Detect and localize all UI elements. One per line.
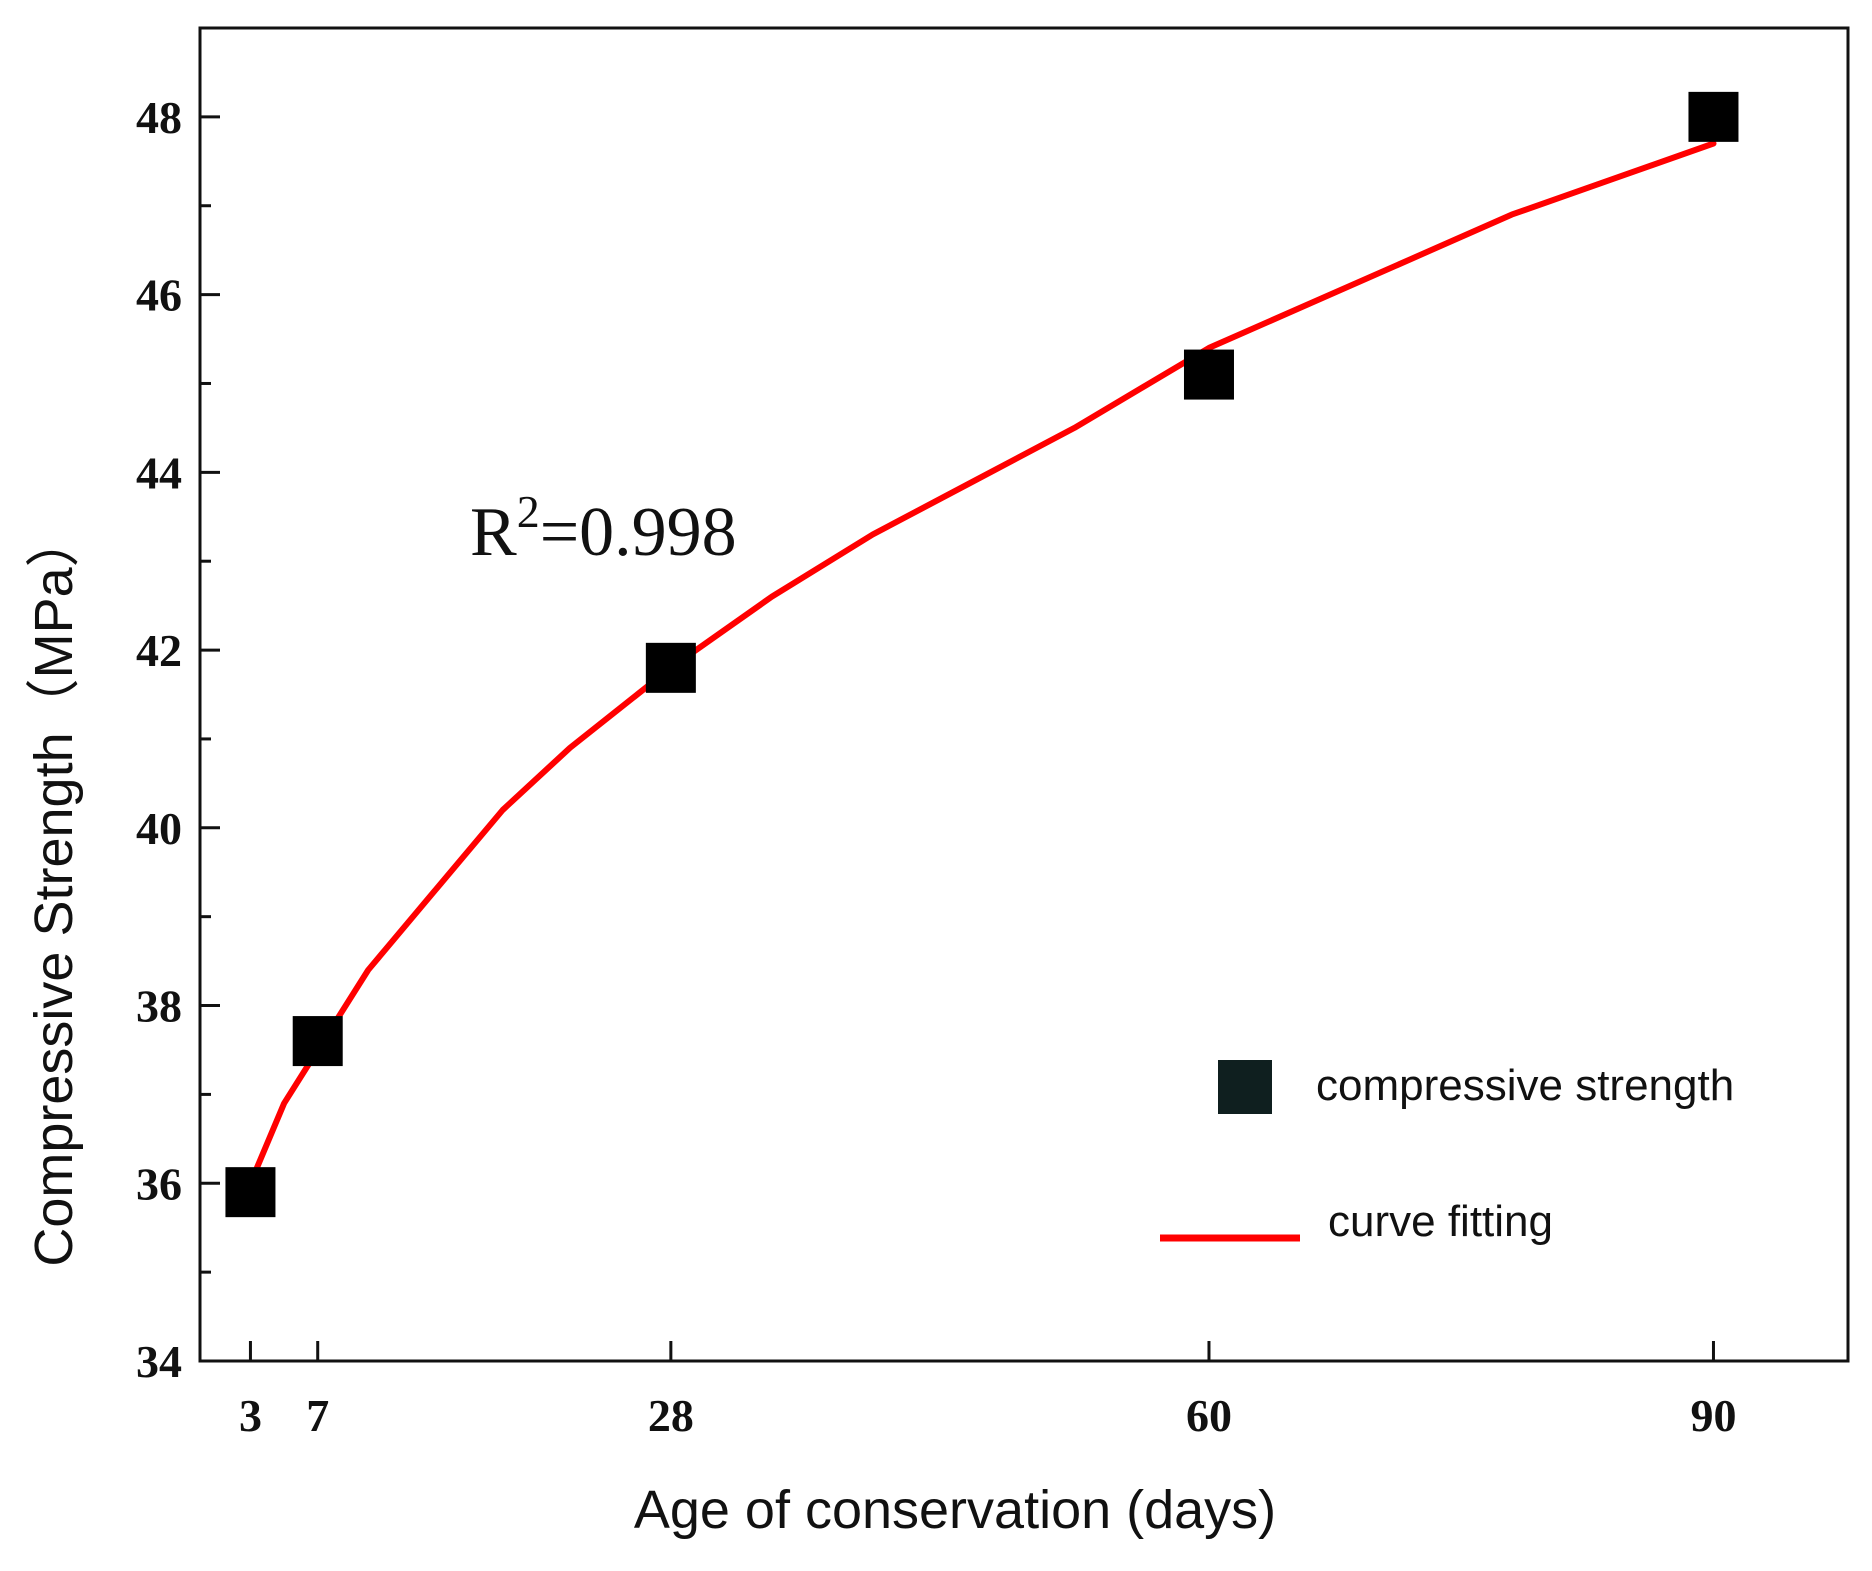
y-axis-ticks: 34 36 38 40 42 44 46 48	[136, 26, 220, 1387]
data-point-day-60	[1183, 349, 1234, 400]
y-tick-label-42: 42	[136, 625, 182, 676]
plot-frame	[198, 26, 1850, 1363]
y-tick-label-36: 36	[136, 1158, 182, 1209]
y-tick-label-40: 40	[136, 803, 182, 854]
y-tick-label-48: 48	[136, 92, 182, 143]
annotation-rest: =0.998	[540, 494, 737, 571]
y-tick-label-46: 46	[136, 270, 182, 321]
x-tick-label-3: 3	[239, 1390, 262, 1441]
x-tick-label-60: 60	[1186, 1390, 1232, 1441]
x-tick-label-28: 28	[648, 1390, 694, 1441]
data-points	[225, 91, 1739, 1218]
data-point-day-28	[645, 642, 696, 693]
legend-marker-scatter	[1218, 1060, 1272, 1114]
r-squared-annotation: R2=0.998	[470, 486, 737, 571]
legend: compressive strength curve fitting	[1160, 1060, 1734, 1246]
x-tick-label-90: 90	[1690, 1390, 1736, 1441]
y-axis-title: Compressive Strength（MPa）	[24, 513, 84, 1266]
y-tick-label-34: 34	[136, 1336, 182, 1387]
x-axis-ticks: 3 7 28 60 90	[239, 1341, 1736, 1441]
x-tick-label-7: 7	[306, 1390, 329, 1441]
legend-label-scatter: compressive strength	[1316, 1061, 1734, 1110]
annotation-superscript: 2	[517, 486, 540, 537]
annotation-base: R	[470, 494, 517, 571]
data-point-day-3	[225, 1167, 276, 1218]
x-axis-title: Age of conservation (days)	[634, 1480, 1276, 1540]
legend-label-line: curve fitting	[1328, 1197, 1553, 1246]
data-point-day-7	[292, 1016, 343, 1067]
y-tick-label-44: 44	[136, 447, 182, 498]
y-tick-label-38: 38	[136, 981, 182, 1032]
curve-fitting-line	[247, 140, 1717, 1187]
data-point-day-90	[1688, 91, 1739, 142]
